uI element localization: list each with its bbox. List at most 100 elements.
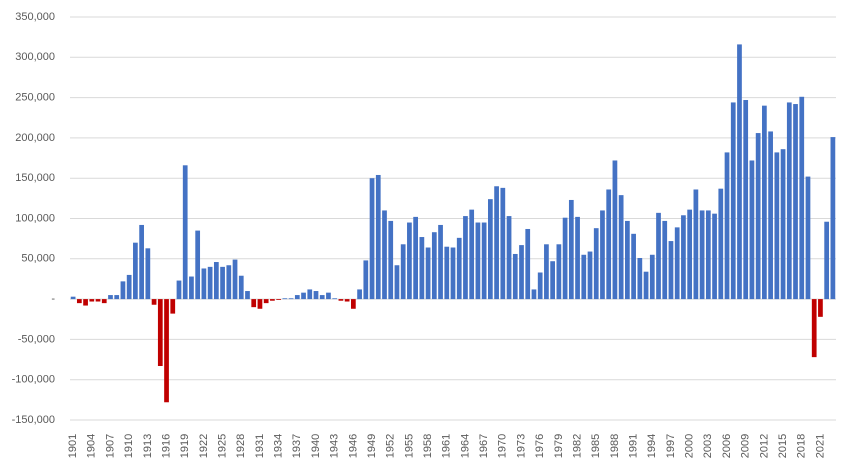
bar <box>475 222 481 300</box>
bar <box>363 260 369 300</box>
y-tick-label: 50,000 <box>21 253 55 265</box>
bar <box>245 291 250 300</box>
bar <box>643 271 649 300</box>
x-tick-label: 1925 <box>216 434 228 458</box>
bar <box>487 199 493 300</box>
x-tick-label: 1985 <box>590 434 602 458</box>
x-tick-label: 1952 <box>385 434 397 458</box>
x-tick-label: 2006 <box>721 434 733 458</box>
bar <box>556 244 562 300</box>
bar <box>357 289 362 300</box>
bar <box>164 299 169 403</box>
bar <box>780 149 786 300</box>
bar <box>382 210 387 300</box>
x-tick-label: 2021 <box>814 434 826 458</box>
x-tick-label: 1913 <box>142 434 154 458</box>
bar <box>220 266 225 300</box>
bar <box>699 210 705 300</box>
bar <box>257 299 263 309</box>
bar <box>70 296 76 300</box>
bar <box>207 266 213 300</box>
bar <box>506 216 512 300</box>
bar <box>469 209 475 300</box>
bar <box>288 298 294 300</box>
x-tick-label: 1928 <box>235 434 247 458</box>
bar <box>749 160 755 300</box>
bar <box>444 246 450 300</box>
bar <box>575 216 580 300</box>
bar <box>189 276 194 300</box>
y-tick-label: -50,000 <box>18 333 55 345</box>
x-tick-label: 1994 <box>646 434 658 458</box>
bar <box>232 259 238 300</box>
bar <box>730 102 736 300</box>
bar <box>463 216 468 300</box>
bar <box>120 281 126 300</box>
x-tick-label: 1997 <box>665 434 677 458</box>
bar <box>76 299 82 304</box>
bar <box>662 220 668 300</box>
bar <box>375 174 381 300</box>
bar <box>612 160 618 300</box>
bar <box>313 291 319 300</box>
bar <box>637 257 643 300</box>
x-tick-label: 1922 <box>198 434 210 458</box>
y-tick-label: -100,000 <box>12 374 55 386</box>
bar <box>712 213 717 300</box>
bar <box>145 248 151 300</box>
bar <box>182 165 188 300</box>
bar <box>369 178 375 300</box>
bar <box>724 152 730 300</box>
y-tick-label: 300,000 <box>15 51 55 63</box>
bar <box>681 215 686 300</box>
bar <box>338 299 344 301</box>
x-tick-label: 1943 <box>329 434 341 458</box>
bar <box>83 299 88 306</box>
bar <box>600 210 605 300</box>
bar <box>431 232 437 300</box>
x-tick-label: 1955 <box>403 434 415 458</box>
x-tick-label: 2000 <box>684 434 696 458</box>
x-tick-label: 1988 <box>609 434 621 458</box>
bar <box>213 262 219 300</box>
bar <box>282 298 288 300</box>
bar <box>388 220 394 300</box>
bar <box>562 217 568 300</box>
bar <box>805 176 811 300</box>
x-tick-label: 2012 <box>758 434 770 458</box>
bar <box>618 195 624 300</box>
x-tick-label: 1976 <box>534 434 546 458</box>
x-tick-label: 1940 <box>310 434 322 458</box>
bar <box>89 299 95 302</box>
bar <box>108 295 113 300</box>
bar <box>550 261 556 300</box>
bar <box>438 224 443 300</box>
x-tick-label: 1946 <box>347 434 359 458</box>
x-tick-label: 1970 <box>497 434 509 458</box>
x-tick-label: 2018 <box>796 434 808 458</box>
bar <box>824 221 830 300</box>
x-tick-label: 2009 <box>740 434 752 458</box>
bar <box>631 233 636 300</box>
bar <box>587 251 593 300</box>
x-tick-label: 1931 <box>254 434 266 458</box>
bar <box>762 105 767 300</box>
y-tick-label: - <box>51 293 55 305</box>
x-tick-label: 1973 <box>515 434 527 458</box>
bar <box>400 244 406 300</box>
x-tick-label: 2003 <box>702 434 714 458</box>
bar <box>705 210 711 300</box>
bar <box>251 299 257 308</box>
bar <box>786 102 792 300</box>
bar <box>139 224 144 300</box>
bar <box>263 299 269 304</box>
x-tick-label: 1982 <box>571 434 583 458</box>
y-tick-label: 200,000 <box>15 132 55 144</box>
x-tick-label: 1907 <box>104 434 116 458</box>
bar <box>238 275 244 300</box>
bar <box>101 299 107 304</box>
x-tick-label: 1919 <box>179 434 191 458</box>
bar <box>755 133 761 300</box>
bar <box>500 187 506 300</box>
x-tick-label: 1967 <box>478 434 490 458</box>
